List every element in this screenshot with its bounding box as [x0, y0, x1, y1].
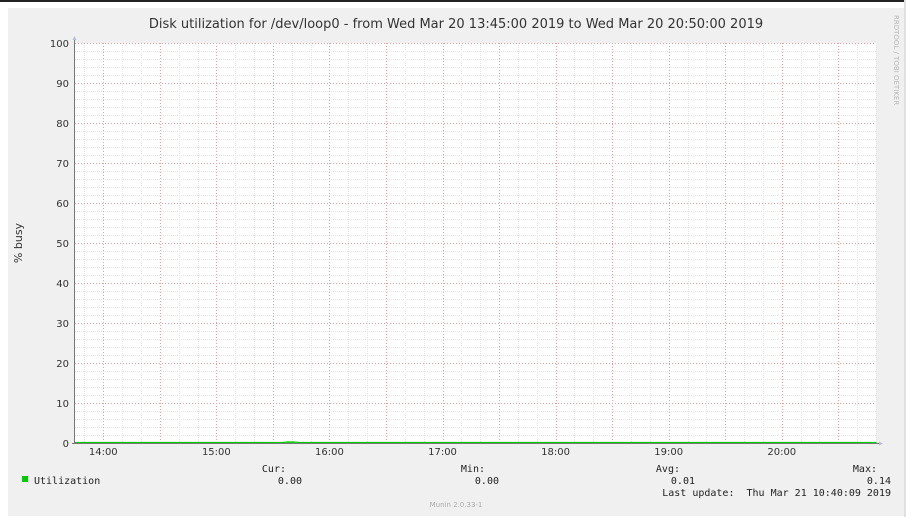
x-tick-labels: 14:00 15:00 16:00 17:00 18:00 19:00 20:00 — [89, 447, 796, 458]
y-tick-label: 10 — [56, 399, 69, 410]
y-tick-label: 50 — [56, 239, 69, 250]
legend-max-value: 0.14 — [867, 476, 891, 487]
last-update: Last update: Thu Mar 21 10:40:09 2019 — [662, 488, 891, 499]
right-border — [904, 0, 906, 517]
series-point — [287, 441, 289, 443]
legend-avg-header: Avg: — [656, 464, 680, 475]
y-tick-label: 70 — [56, 159, 69, 170]
series-point — [281, 441, 283, 444]
y-tick-label: 100 — [50, 39, 69, 50]
minor-grid-y — [75, 51, 876, 436]
legend-avg-value: 0.01 — [671, 476, 695, 487]
top-border — [0, 0, 906, 2]
series-point — [298, 441, 300, 444]
series-layer — [74, 441, 877, 444]
legend-cur-value: 0.00 — [278, 476, 302, 487]
x-tick-label: 18:00 — [541, 447, 570, 458]
series-line-0 — [75, 441, 876, 444]
series-point — [293, 441, 295, 443]
axes — [72, 36, 883, 446]
y-tick-label: 0 — [63, 439, 69, 450]
plot-area — [75, 43, 876, 443]
y-axis-arrow — [72, 36, 77, 40]
y-axis-label: % busy — [12, 222, 25, 263]
x-tick-label: 20:00 — [767, 447, 796, 458]
munin-version: Munin 2.0.33-1 — [430, 501, 483, 509]
x-tick-label: 19:00 — [654, 447, 683, 458]
x-tick-label: 17:00 — [428, 447, 457, 458]
x-tick-label: 16:00 — [315, 447, 344, 458]
x-tick-label: 14:00 — [89, 447, 118, 458]
legend-max-header: Max: — [853, 464, 877, 475]
y-tick-label: 20 — [56, 359, 69, 370]
legend-min-header: Min: — [461, 464, 485, 475]
y-tick-label: 60 — [56, 199, 69, 210]
y-tick-label: 40 — [56, 279, 69, 290]
legend-cur-header: Cur: — [262, 464, 286, 475]
y-tick-label: 90 — [56, 79, 69, 90]
y-tick-label: 30 — [56, 319, 69, 330]
x-axis-arrow — [879, 441, 883, 446]
rrdtool-watermark: RRDTOOL / TOBI OETIKER — [892, 15, 900, 105]
legend-label-utilization: Utilization — [34, 476, 100, 487]
legend-swatch-utilization — [22, 476, 28, 482]
series-point — [875, 441, 877, 444]
major-grid-x — [103, 43, 839, 443]
chart-title: Disk utilization for /dev/loop0 - from W… — [149, 17, 763, 32]
x-tick-label: 15:00 — [202, 447, 231, 458]
legend-min-value: 0.00 — [475, 476, 499, 487]
y-tick-labels: 0 10 20 30 40 50 60 70 80 90 100 — [50, 39, 69, 450]
y-tick-label: 80 — [56, 119, 69, 130]
